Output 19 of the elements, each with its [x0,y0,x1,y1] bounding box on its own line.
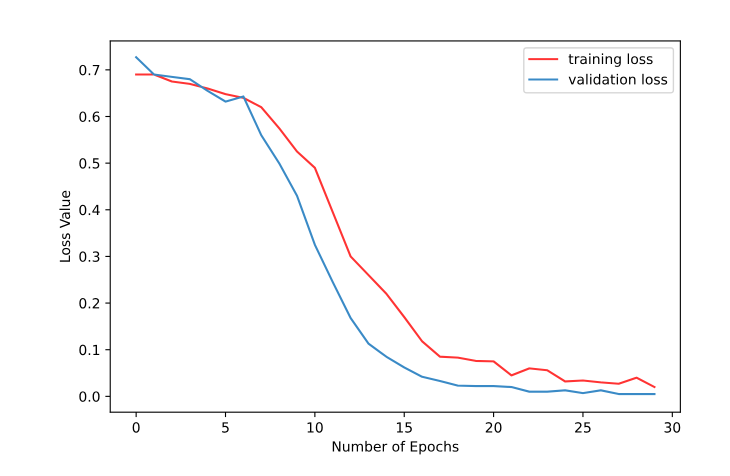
y-tick-label: 0.3 [79,251,100,262]
legend-label: training loss [568,53,653,67]
y-axis-title: Loss Value [59,190,70,262]
y-tick-label: 0.5 [79,158,100,169]
y-tick-label: 0.0 [79,391,100,402]
x-tick-label: 20 [486,422,502,433]
x-tick-label: 25 [575,422,591,433]
x-axis-title: Number of Epochs [332,440,459,454]
x-tick-label: 5 [222,422,229,433]
y-tick-label: 0.4 [79,204,100,216]
x-tick-label: 15 [396,422,412,433]
x-tick-label: 0 [132,422,140,433]
x-tick-label: 10 [308,422,323,433]
y-tick-label: 0.7 [79,64,100,76]
x-tick-label: 30 [664,422,680,433]
y-tick-label: 0.2 [79,298,100,309]
y-tick-label: 0.1 [79,344,100,356]
legend-label: validation loss [568,74,668,85]
y-tick-label: 0.6 [79,111,100,122]
